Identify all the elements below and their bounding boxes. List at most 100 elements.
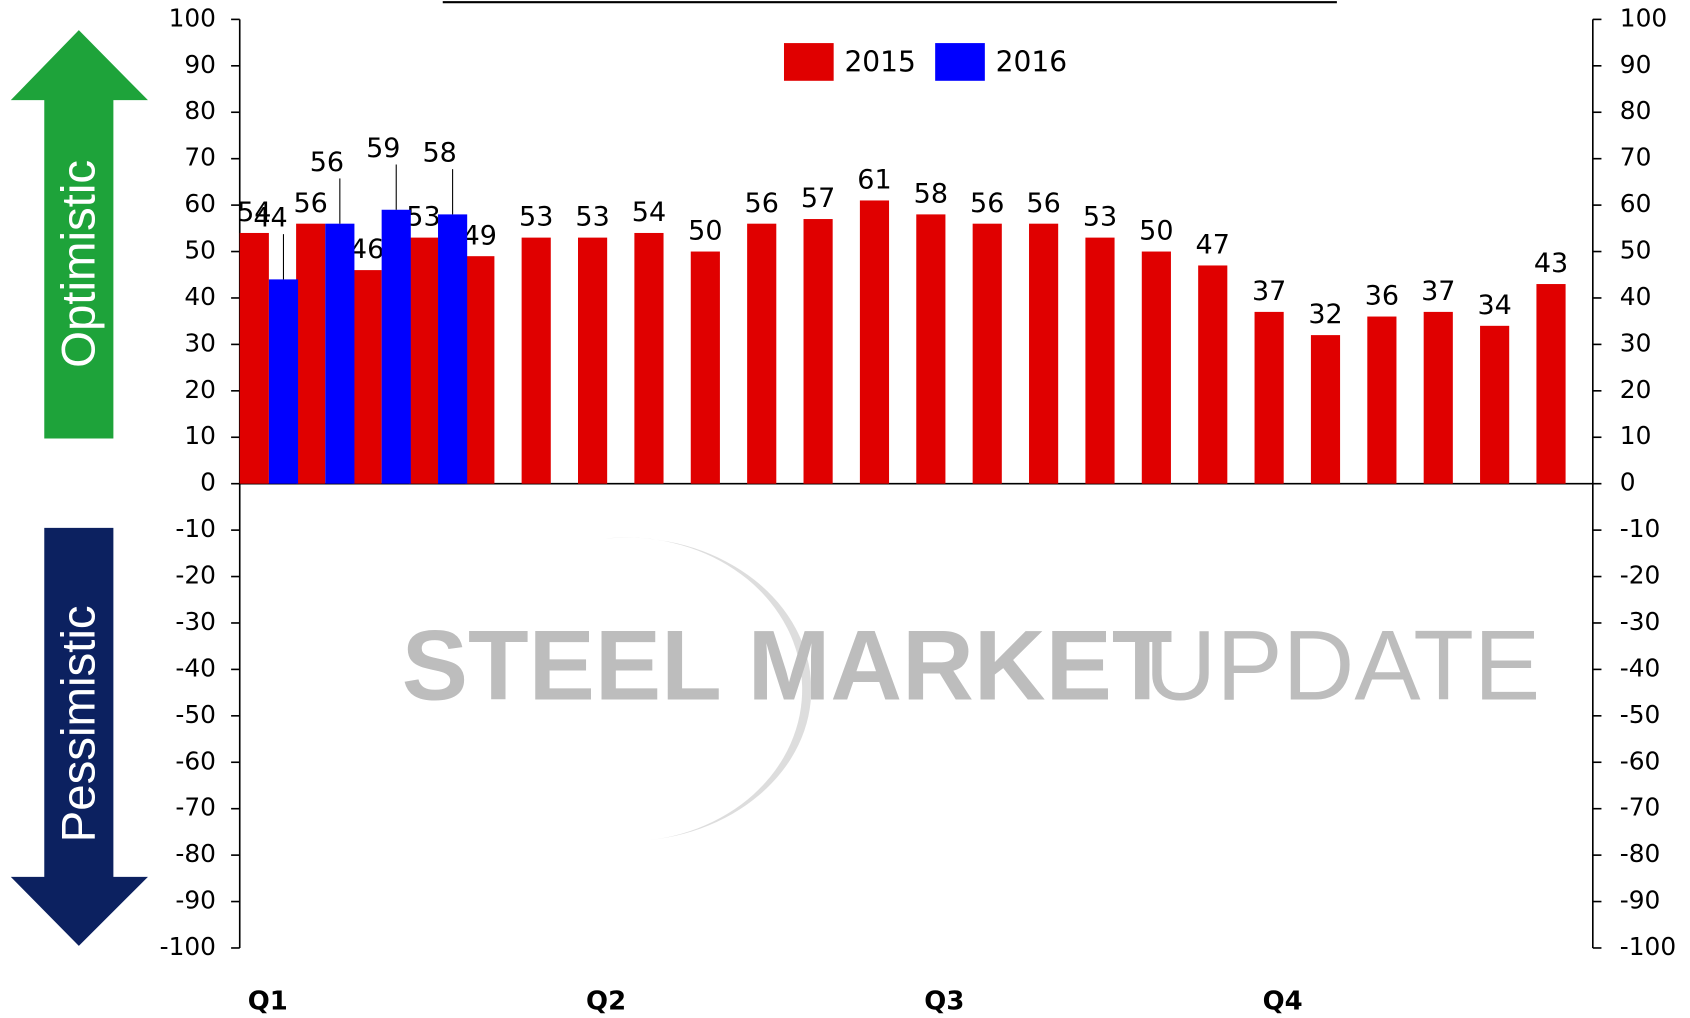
bar <box>325 223 355 484</box>
data-label: 53 <box>1083 202 1117 233</box>
y2-tick-label: -100 <box>1620 932 1676 961</box>
y-tick-label: 10 <box>184 421 216 450</box>
y-tick-label: 20 <box>184 375 216 404</box>
down-label: Pessimistic <box>53 605 106 842</box>
y2-tick-label: 30 <box>1620 328 1652 357</box>
data-label: 61 <box>857 165 891 196</box>
bar <box>634 232 664 484</box>
data-label: 56 <box>970 188 1004 219</box>
bar <box>408 237 439 484</box>
bar <box>1029 223 1059 484</box>
data-label: 50 <box>1139 216 1173 247</box>
y2-tick-label: -60 <box>1620 746 1661 775</box>
y-tick-label: -50 <box>175 700 216 729</box>
y-tick-label: -10 <box>175 514 216 543</box>
data-label: 57 <box>801 183 835 214</box>
y-tick-label: -100 <box>160 932 216 961</box>
data-label: 46 <box>350 234 384 265</box>
data-label: 34 <box>1477 290 1511 321</box>
y-tick-label: -60 <box>175 746 216 775</box>
data-label: 49 <box>463 220 497 251</box>
data-label: 43 <box>1534 248 1568 279</box>
y2-tick-label: 10 <box>1620 421 1652 450</box>
legend-swatch <box>935 43 985 81</box>
y-tick-label: -30 <box>175 607 216 636</box>
y2-tick-label: 60 <box>1620 189 1652 218</box>
data-label: 58 <box>914 179 948 210</box>
data-label: 54 <box>237 197 271 228</box>
y2-tick-label: 50 <box>1620 236 1652 265</box>
bar <box>268 279 299 484</box>
legend-label: 2016 <box>996 46 1067 79</box>
watermark: STEEL MARKET UPDATE <box>402 537 1541 841</box>
watermark-light: UPDATE <box>1145 611 1541 722</box>
data-label: 37 <box>1252 276 1286 307</box>
y-tick-label: -40 <box>175 653 216 682</box>
bar <box>690 251 720 484</box>
y2-tick-label: 90 <box>1620 50 1652 79</box>
x-tick-label: Q3 <box>924 986 964 1016</box>
legend-swatch <box>783 43 834 81</box>
y-tick-label: 70 <box>184 143 216 172</box>
y-tick-label: -80 <box>175 839 216 868</box>
x-tick-label: Q1 <box>248 986 288 1016</box>
y2-tick-label: -10 <box>1620 514 1661 543</box>
data-label: 53 <box>519 202 553 233</box>
bar <box>972 223 1002 484</box>
bar <box>1423 311 1453 484</box>
y-tick-label: 60 <box>184 189 216 218</box>
y2-tick-label: -40 <box>1620 653 1661 682</box>
data-label: 56 <box>310 147 344 178</box>
data-label: 32 <box>1308 299 1342 330</box>
data-label: 59 <box>366 133 400 164</box>
bar <box>465 256 495 484</box>
data-label: 53 <box>575 202 609 233</box>
y2-tick-label: 0 <box>1620 468 1636 497</box>
bar <box>381 209 411 484</box>
data-label: 47 <box>1196 230 1230 261</box>
down-arrow <box>10 527 148 946</box>
y-tick-label: -20 <box>175 561 216 590</box>
bar <box>859 200 890 484</box>
x-tick-label: Q2 <box>586 986 626 1016</box>
y-tick-label: 30 <box>184 328 216 357</box>
data-label: 56 <box>294 188 328 219</box>
bar <box>803 219 833 484</box>
y-tick-label: 80 <box>184 96 216 125</box>
bar <box>916 214 946 484</box>
bar <box>747 223 777 484</box>
bar <box>1141 251 1171 484</box>
legend-label: 2015 <box>844 46 915 79</box>
y2-tick-label: 100 <box>1620 3 1667 32</box>
y-tick-label: -90 <box>175 886 216 915</box>
data-label: 56 <box>745 188 779 219</box>
y2-tick-label: 70 <box>1620 143 1652 172</box>
bar <box>521 237 551 484</box>
y-tick-label: 40 <box>184 282 216 311</box>
y-tick-label: 0 <box>200 468 216 497</box>
data-label: 54 <box>632 197 666 228</box>
data-label: 53 <box>406 202 440 233</box>
bar <box>1254 311 1284 484</box>
x-tick-label: Q4 <box>1263 986 1303 1016</box>
y2-tick-label: -20 <box>1620 561 1661 590</box>
bar <box>438 214 468 484</box>
data-label: 44 <box>253 203 287 234</box>
bar <box>1480 325 1510 484</box>
bar <box>352 270 382 484</box>
data-label: 58 <box>422 138 456 169</box>
y-tick-label: -70 <box>175 793 216 822</box>
y2-tick-label: 40 <box>1620 282 1652 311</box>
y2-tick-label: -50 <box>1620 700 1661 729</box>
data-label: 36 <box>1365 281 1399 312</box>
bar <box>1085 237 1115 484</box>
up-label: Optimistic <box>53 160 106 368</box>
bar <box>578 237 608 484</box>
bar <box>1310 335 1341 484</box>
data-label: 56 <box>1026 188 1060 219</box>
bar <box>296 223 326 484</box>
bar <box>239 232 269 484</box>
watermark-bold: STEEL MARKET <box>402 611 1173 722</box>
